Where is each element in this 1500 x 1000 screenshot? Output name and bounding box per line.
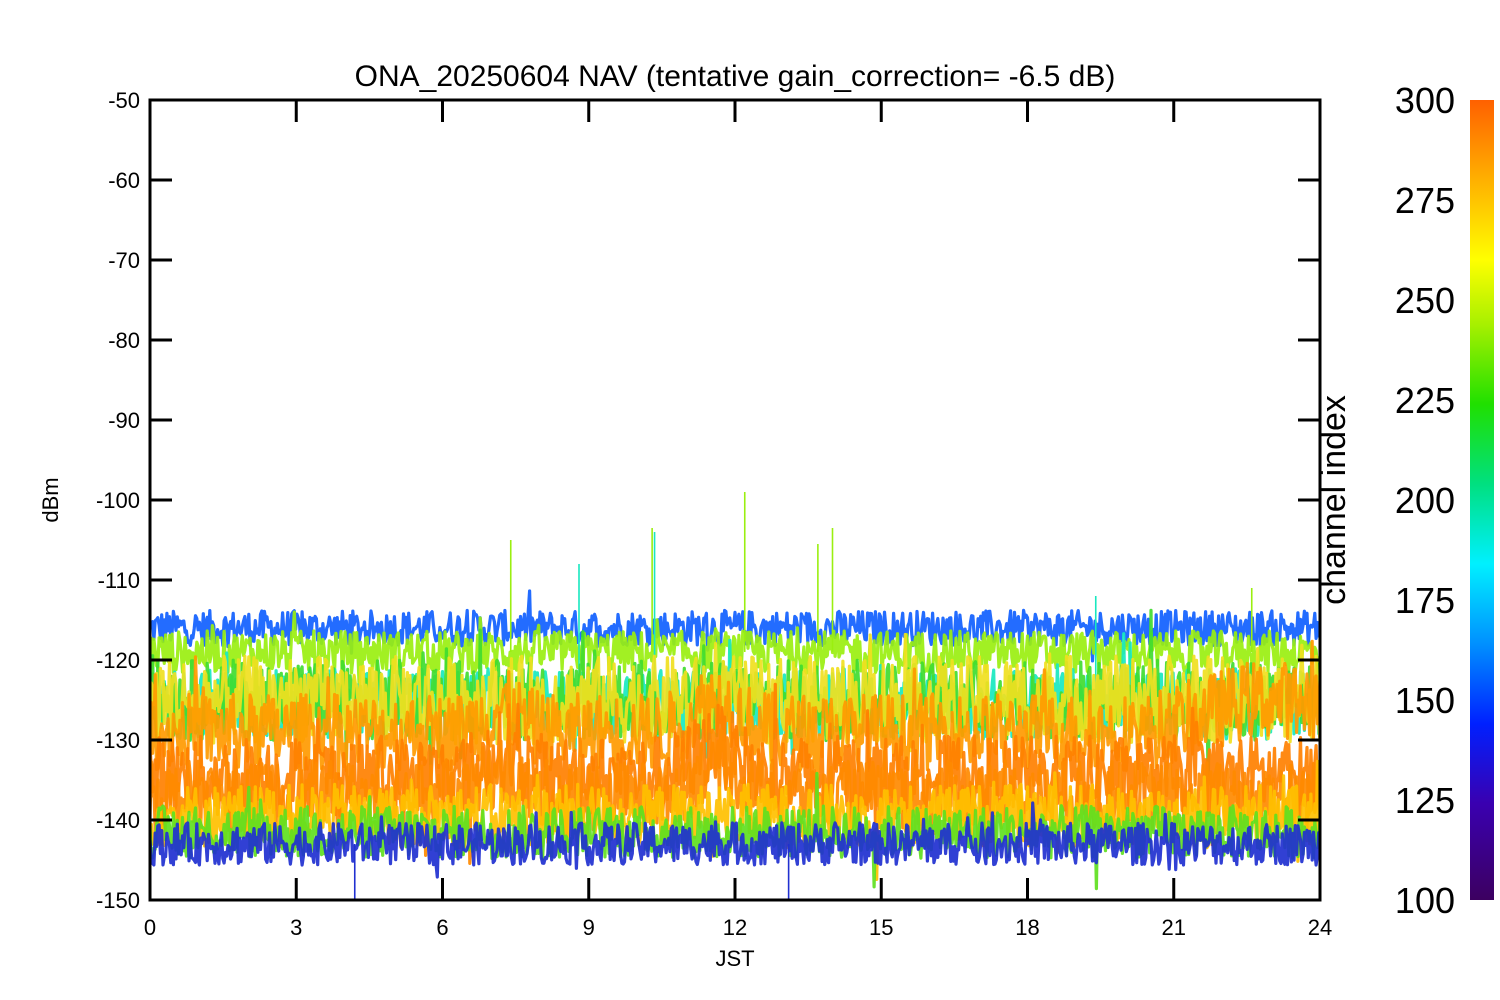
colorbar-tick-label: 275 (1395, 180, 1455, 221)
y-tick-label: -70 (108, 248, 140, 273)
colorbar-tick-label: 125 (1395, 780, 1455, 821)
x-tick-label: 18 (1015, 915, 1039, 940)
series-line-channel-265 (150, 632, 1320, 796)
x-tick-label: 24 (1308, 915, 1332, 940)
x-tick-label: 12 (723, 915, 747, 940)
colorbar-ticks: 300 275 250 225 200 175 150 125 100 (1395, 80, 1455, 921)
colorbar-tick-label: 225 (1395, 380, 1455, 421)
series-line-channel-130 (150, 801, 1320, 879)
y-tick-label: -50 (108, 88, 140, 113)
y-tick-label: -90 (108, 408, 140, 433)
x-tick-label: 21 (1162, 915, 1186, 940)
y-tick-label: -130 (96, 728, 140, 753)
x-tick-label: 9 (583, 915, 595, 940)
x-axis-label: JST (715, 946, 754, 971)
chart-title: ONA_20250604 NAV (tentative gain_correct… (355, 60, 1116, 93)
y-tick-label: -110 (98, 568, 140, 593)
series-layer (150, 492, 1320, 900)
colorbar (1470, 100, 1494, 900)
x-tick-label: 0 (144, 915, 156, 940)
colorbar-tick-label: 300 (1395, 80, 1455, 121)
y-tick-label: -140 (96, 808, 140, 833)
y-tick-label: -80 (108, 328, 140, 353)
y-axis-label: dBm (38, 477, 63, 522)
colorbar-tick-label: 175 (1395, 580, 1455, 621)
colorbar-tick-label: 100 (1395, 880, 1455, 921)
x-tick-label: 15 (869, 915, 893, 940)
colorbar-label: channel index (1315, 395, 1353, 605)
y-tick-label: -60 (108, 168, 140, 193)
y-axis-ticks: -50 -60 -70 -80 -90 -100 -110 -120 -130 -140 -150 (96, 88, 1320, 913)
y-tick-label: -100 (96, 488, 140, 513)
y-tick-label: -150 (96, 888, 140, 913)
x-axis-ticks: 0 3 6 9 12 15 18 21 24 (144, 100, 1332, 940)
colorbar-tick-label: 150 (1395, 680, 1455, 721)
x-tick-label: 6 (436, 915, 448, 940)
colorbar-tick-label: 200 (1395, 480, 1455, 521)
x-tick-label: 3 (290, 915, 302, 940)
colorbar-tick-label: 250 (1395, 280, 1455, 321)
y-tick-label: -120 (96, 648, 140, 673)
